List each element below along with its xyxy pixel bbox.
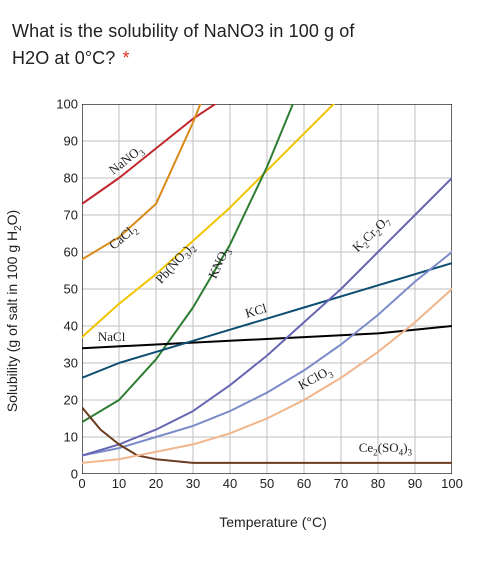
required-asterisk: *: [122, 48, 129, 68]
y-tick-label: 100: [56, 97, 78, 112]
y-tick-label: 10: [64, 430, 78, 445]
question-text: What is the solubility of NaNO3 in 100 g…: [12, 18, 488, 72]
y-tick-label: 50: [64, 282, 78, 297]
curve-label-ce2(so4)3: Ce2(SO4)3: [359, 440, 412, 456]
x-tick-label: 10: [112, 476, 126, 491]
y-tick-label: 20: [64, 393, 78, 408]
x-tick-label: 100: [441, 476, 463, 491]
x-tick-label: 60: [297, 476, 311, 491]
y-tick-label: 60: [64, 245, 78, 260]
y-tick-label: 90: [64, 134, 78, 149]
question-line-2: H2O at 0°C?: [12, 48, 120, 68]
x-tick-label: 30: [186, 476, 200, 491]
y-tick-label: 40: [64, 319, 78, 334]
x-axis-label: Temperature (°C): [219, 514, 327, 530]
x-tick-label: 70: [334, 476, 348, 491]
x-tick-label: 0: [78, 476, 85, 491]
x-tick-label: 80: [371, 476, 385, 491]
y-axis-label: Solubility (g of salt in 100 g H2O): [4, 210, 20, 412]
y-tick-label: 80: [64, 171, 78, 186]
x-tick-label: 20: [149, 476, 163, 491]
x-tick-label: 40: [223, 476, 237, 491]
x-tick-label: 50: [260, 476, 274, 491]
y-tick-label: 0: [71, 467, 78, 482]
curve-label-nacl: NaCl: [98, 329, 125, 345]
y-tick-label: 30: [64, 356, 78, 371]
y-tick-label: 70: [64, 208, 78, 223]
x-tick-label: 90: [408, 476, 422, 491]
question-line-1: What is the solubility of NaNO3 in 100 g…: [12, 21, 354, 41]
solubility-chart: Solubility (g of salt in 100 g H2O) Temp…: [20, 96, 480, 526]
